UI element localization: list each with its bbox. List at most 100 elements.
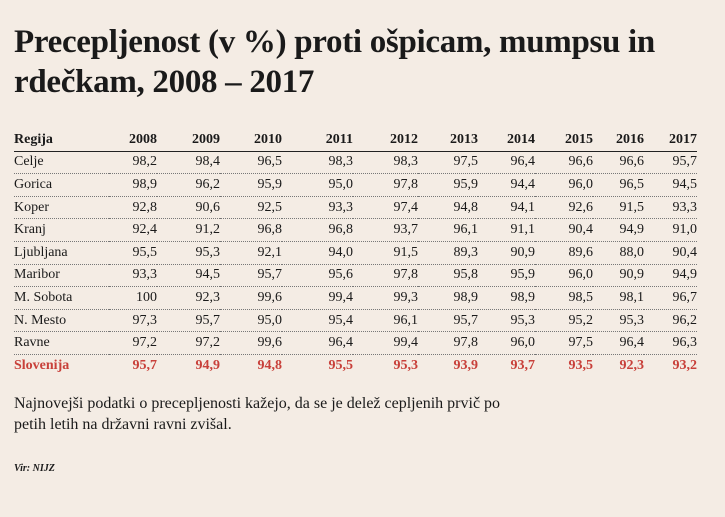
region-name: Ravne bbox=[14, 331, 109, 355]
value-cell: 99,6 bbox=[220, 286, 282, 310]
value-cell: 97,4 bbox=[353, 196, 418, 220]
value-cell: 93,9 bbox=[453, 357, 479, 373]
value-cell: 96,5 bbox=[593, 173, 644, 197]
value-cell: 96,4 bbox=[478, 151, 535, 175]
value-cell: 92,8 bbox=[109, 196, 157, 220]
region-name: Celje bbox=[14, 151, 109, 175]
table-row: N. Mesto 97,3 95,7 95,0 95,4 96,1 95,7 95,3 95,2… bbox=[14, 309, 697, 333]
value-cell: 90,9 bbox=[593, 264, 644, 288]
value-cell: 89,6 bbox=[535, 241, 593, 265]
value-cell: 95,9 bbox=[220, 173, 282, 197]
value-cell: 96,8 bbox=[220, 218, 282, 242]
value-cell: 98,1 bbox=[593, 286, 644, 310]
value-cell: 95,2 bbox=[535, 309, 593, 333]
value-cell: 99,4 bbox=[353, 331, 418, 355]
value-cell: 94,5 bbox=[644, 173, 697, 197]
value-cell: 89,3 bbox=[418, 241, 478, 265]
value-cell: 92,5 bbox=[220, 196, 282, 220]
value-cell: 90,4 bbox=[644, 241, 697, 265]
value-cell: 98,9 bbox=[418, 286, 478, 310]
value-cell: 94,5 bbox=[157, 264, 220, 288]
total-row: Slovenija 95,7 94,9 94,8 95,5 95,3 93,9 93,7 93,… bbox=[14, 354, 697, 376]
value-cell: 100 bbox=[109, 286, 157, 310]
value-cell: 95,7 bbox=[418, 309, 478, 333]
value-cell: 96,6 bbox=[593, 151, 644, 175]
table-row: Maribor 93,3 94,5 95,7 95,6 97,8 95,8 95,9 96,0 9… bbox=[14, 264, 697, 288]
value-cell: 98,9 bbox=[109, 173, 157, 197]
value-cell: 95,3 bbox=[593, 309, 644, 333]
column-header-region: Regija bbox=[14, 129, 109, 152]
value-cell: 93,2 bbox=[672, 357, 698, 373]
footnote: Najnovejši podatki o precepljenosti kaže… bbox=[14, 395, 501, 433]
value-cell: 94,4 bbox=[478, 173, 535, 197]
column-header-year: 2014 bbox=[478, 129, 535, 152]
value-cell: 98,3 bbox=[353, 151, 418, 175]
value-cell: 90,9 bbox=[478, 241, 535, 265]
column-header-year: 2011 bbox=[282, 129, 353, 152]
value-cell: 94,1 bbox=[478, 196, 535, 220]
value-cell: 96,1 bbox=[418, 218, 478, 242]
value-cell: 95,3 bbox=[393, 357, 419, 373]
value-cell: 95,5 bbox=[109, 241, 157, 265]
value-cell: 95,8 bbox=[418, 264, 478, 288]
value-cell: 91,0 bbox=[644, 218, 697, 242]
region-name: Gorica bbox=[14, 173, 109, 197]
value-cell: 97,2 bbox=[109, 331, 157, 355]
value-cell: 93,7 bbox=[353, 218, 418, 242]
value-cell: 98,2 bbox=[109, 151, 157, 175]
value-cell: 95,7 bbox=[157, 309, 220, 333]
table-row: Koper 92,8 90,6 92,5 93,3 97,4 94,8 94,1 92,6 91,… bbox=[14, 196, 697, 220]
value-cell: 94,8 bbox=[418, 196, 478, 220]
value-cell: 99,4 bbox=[282, 286, 353, 310]
value-cell: 95,0 bbox=[220, 309, 282, 333]
value-cell: 97,2 bbox=[157, 331, 220, 355]
value-cell: 93,3 bbox=[644, 196, 697, 220]
value-cell: 98,9 bbox=[478, 286, 535, 310]
value-cell: 95,4 bbox=[282, 309, 353, 333]
column-header-year: 2009 bbox=[157, 129, 220, 152]
value-cell: 95,0 bbox=[282, 173, 353, 197]
value-cell: 97,5 bbox=[418, 151, 478, 175]
column-header-year: 2010 bbox=[220, 129, 282, 152]
value-cell: 88,0 bbox=[593, 241, 644, 265]
value-cell: 91,5 bbox=[353, 241, 418, 265]
value-cell: 96,1 bbox=[353, 309, 418, 333]
value-cell: 95,3 bbox=[157, 241, 220, 265]
value-cell: 93,7 bbox=[510, 357, 536, 373]
vaccination-table: Regija 2008 2009 2010 2011 2012 2013 2014 2015 20… bbox=[14, 129, 697, 377]
value-cell: 99,3 bbox=[353, 286, 418, 310]
column-header-year: 2016 bbox=[593, 129, 644, 152]
value-cell: 92,4 bbox=[109, 218, 157, 242]
value-cell: 96,3 bbox=[644, 331, 697, 355]
value-cell: 91,1 bbox=[478, 218, 535, 242]
value-cell: 90,4 bbox=[535, 218, 593, 242]
value-cell: 96,7 bbox=[644, 286, 697, 310]
value-cell: 97,3 bbox=[109, 309, 157, 333]
value-cell: 96,2 bbox=[157, 173, 220, 197]
value-cell: 97,8 bbox=[353, 264, 418, 288]
value-cell: 92,3 bbox=[619, 357, 645, 373]
column-header-year: 2012 bbox=[353, 129, 418, 152]
region-name: M. Sobota bbox=[14, 286, 109, 310]
table-row: Ljubljana 95,5 95,3 92,1 94,0 91,5 89,3 90,9 89,… bbox=[14, 241, 697, 265]
value-cell: 98,4 bbox=[157, 151, 220, 175]
table-row: Celje 98,2 98,4 96,5 98,3 98,3 97,5 96,4 96,6 96,… bbox=[14, 151, 697, 175]
column-header-year: 2015 bbox=[535, 129, 593, 152]
value-cell: 95,5 bbox=[328, 357, 354, 373]
value-cell: 92,6 bbox=[535, 196, 593, 220]
value-cell: 95,7 bbox=[132, 357, 158, 373]
value-cell: 95,7 bbox=[644, 151, 697, 175]
region-name: Koper bbox=[14, 196, 109, 220]
value-cell: 93,5 bbox=[568, 357, 594, 373]
value-cell: 96,5 bbox=[220, 151, 282, 175]
value-cell: 94,9 bbox=[644, 264, 697, 288]
value-cell: 94,8 bbox=[257, 357, 283, 373]
value-cell: 98,3 bbox=[282, 151, 353, 175]
value-cell: 91,5 bbox=[593, 196, 644, 220]
value-cell: 98,5 bbox=[535, 286, 593, 310]
value-cell: 96,0 bbox=[535, 173, 593, 197]
table-row: Kranj 92,4 91,2 96,8 96,8 93,7 96,1 91,1 90,4 94,… bbox=[14, 218, 697, 242]
value-cell: 91,2 bbox=[157, 218, 220, 242]
value-cell: 94,9 bbox=[195, 357, 221, 373]
value-cell: 95,9 bbox=[418, 173, 478, 197]
